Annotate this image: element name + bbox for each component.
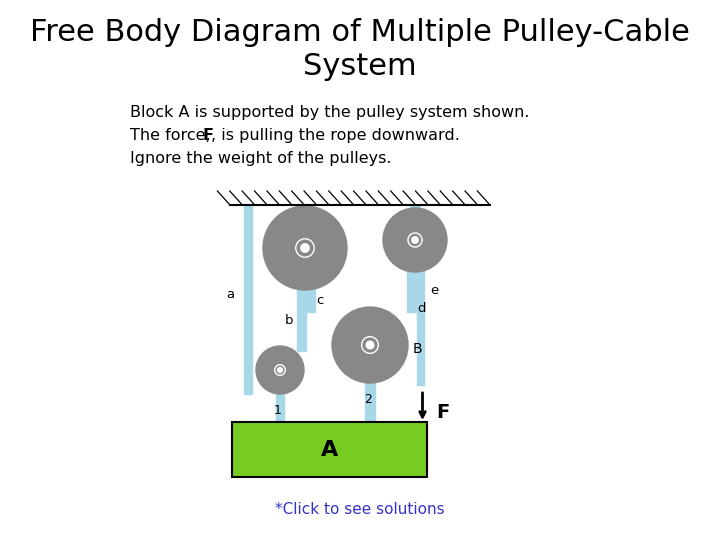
Text: , is pulling the rope downward.: , is pulling the rope downward. [211, 128, 460, 143]
Circle shape [263, 206, 347, 290]
Text: System: System [303, 52, 417, 81]
Text: F: F [203, 128, 214, 143]
Text: c: c [317, 294, 324, 307]
Bar [232, 422, 427, 477]
Text: The force,: The force, [130, 128, 216, 143]
Text: 1: 1 [274, 404, 282, 417]
Text: a: a [226, 288, 234, 301]
Text: e: e [431, 284, 438, 296]
Text: A: A [321, 440, 338, 460]
Circle shape [256, 346, 304, 394]
Text: d: d [418, 301, 426, 314]
Text: b: b [285, 314, 294, 327]
Circle shape [366, 341, 374, 349]
Text: F: F [436, 403, 450, 422]
Text: B: B [413, 342, 423, 356]
Circle shape [301, 244, 309, 252]
Text: 2: 2 [364, 393, 372, 406]
Text: Block A is supported by the pulley system shown.: Block A is supported by the pulley syste… [130, 105, 529, 120]
Text: *Click to see solutions: *Click to see solutions [275, 503, 445, 517]
Text: Ignore the weight of the pulleys.: Ignore the weight of the pulleys. [130, 151, 392, 166]
Circle shape [412, 237, 418, 243]
Circle shape [383, 208, 447, 272]
Circle shape [278, 368, 282, 373]
Text: Free Body Diagram of Multiple Pulley-Cable: Free Body Diagram of Multiple Pulley-Cab… [30, 18, 690, 47]
Circle shape [332, 307, 408, 383]
